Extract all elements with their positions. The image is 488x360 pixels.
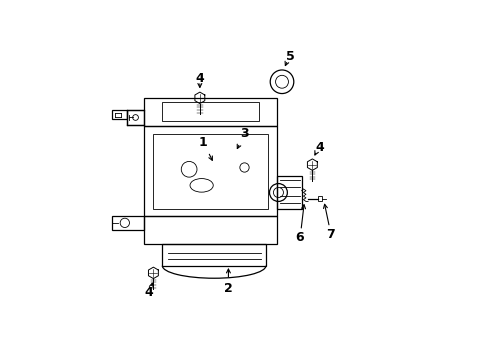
Text: 2: 2 [224, 269, 232, 296]
Text: 4: 4 [195, 72, 204, 85]
Text: 7: 7 [326, 228, 335, 241]
Text: 4: 4 [144, 286, 153, 299]
Text: 6: 6 [295, 231, 304, 244]
Text: 1: 1 [199, 136, 212, 160]
Text: 3: 3 [237, 127, 248, 149]
Text: 4: 4 [314, 141, 323, 154]
Text: 5: 5 [285, 50, 294, 63]
